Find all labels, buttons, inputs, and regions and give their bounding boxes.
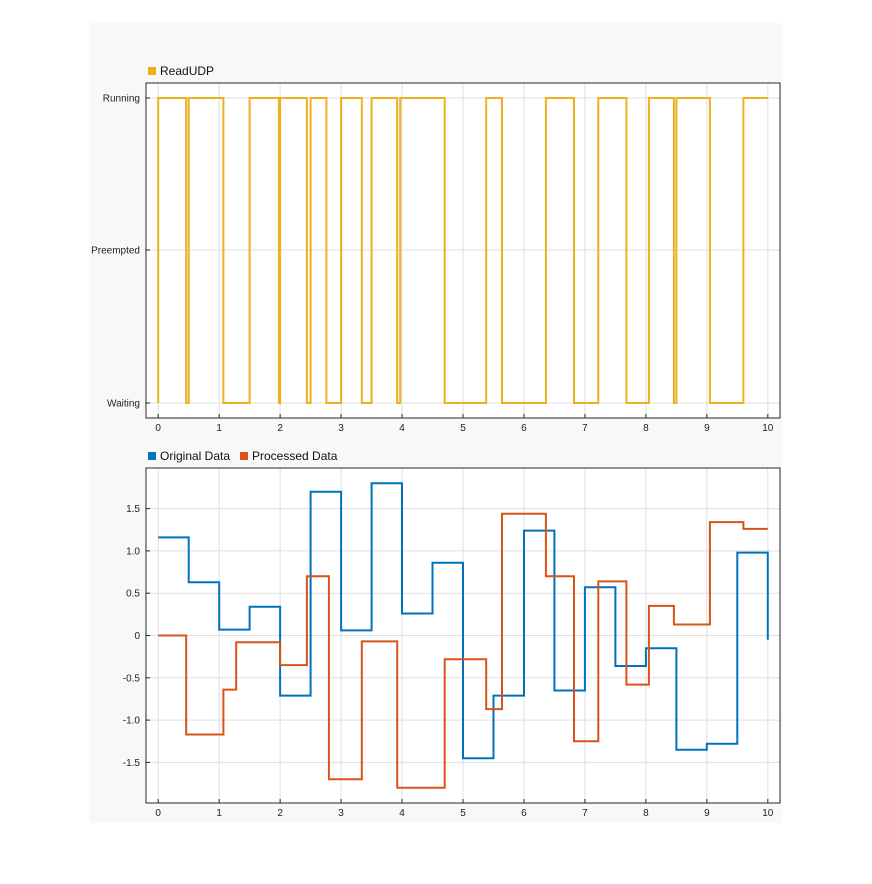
y-tick-label: 0.5 (126, 589, 140, 600)
x-tick-label: 9 (704, 808, 710, 819)
legend-label-readudp: ReadUDP (160, 64, 214, 78)
y-tick-label: Waiting (107, 399, 140, 410)
x-tick-label: 1 (216, 423, 222, 434)
y-tick-label: Running (103, 94, 140, 105)
x-tick-label: 6 (521, 423, 527, 434)
y-tick-label: -0.5 (123, 673, 141, 684)
x-tick-label: 10 (762, 423, 774, 434)
y-ticks-top: Waiting Preempted Running (91, 94, 150, 410)
series-line-original-data (158, 482, 769, 760)
plot-frame-bottom (145, 467, 781, 804)
legend-label-processed: Processed Data (252, 449, 338, 463)
legend-swatch-processed (240, 452, 248, 460)
x-tick-label: 7 (582, 808, 588, 819)
legend-data: Original Data Processed Data (148, 449, 338, 463)
y-tick-label: 1.5 (126, 504, 140, 515)
series-top (157, 97, 768, 404)
x-tick-label: 0 (155, 423, 161, 434)
y-tick-label: Preempted (91, 246, 140, 257)
x-ticks-top: 0 1 2 3 4 5 6 7 8 9 10 (155, 414, 774, 434)
readudp-chart: ReadUDP 0 1 2 3 4 5 6 7 8 9 10 Waiting Preempted Run… (91, 64, 781, 434)
x-tick-label: 9 (704, 423, 710, 434)
x-tick-label: 7 (582, 423, 588, 434)
series-line-processed-data (158, 512, 768, 789)
series-bottom (158, 482, 769, 789)
x-tick-label: 4 (399, 808, 405, 819)
x-tick-label: 2 (277, 423, 283, 434)
x-tick-label: 5 (460, 808, 466, 819)
plot-frame-top (145, 82, 781, 419)
legend-swatch-original (148, 452, 156, 460)
legend-readudp: ReadUDP (148, 64, 214, 78)
x-tick-label: 2 (277, 808, 283, 819)
x-tick-label: 5 (460, 423, 466, 434)
x-tick-label: 8 (643, 808, 649, 819)
x-tick-label: 3 (338, 423, 344, 434)
x-tick-label: 6 (521, 808, 527, 819)
x-tick-label: 4 (399, 423, 405, 434)
x-tick-label: 0 (155, 808, 161, 819)
y-ticks-bottom: 1.5 1.0 0.5 0 -0.5 -1.0 -1.5 (123, 504, 150, 769)
x-tick-label: 3 (338, 808, 344, 819)
y-tick-label: 0 (134, 631, 140, 642)
x-ticks-bottom: 0 1 2 3 4 5 6 7 8 9 10 (155, 799, 774, 819)
legend-swatch-readudp (148, 67, 156, 75)
data-chart: Original Data Processed Data 0 1 2 3 4 5 6 7 8 9 1… (123, 449, 781, 819)
y-tick-label: -1.0 (123, 716, 141, 727)
legend-label-original: Original Data (160, 449, 230, 463)
x-tick-label: 1 (216, 808, 222, 819)
x-tick-label: 8 (643, 423, 649, 434)
y-tick-label: 1.0 (126, 546, 140, 557)
series-line-readudp (157, 97, 768, 404)
y-tick-label: -1.5 (123, 758, 141, 769)
x-tick-label: 10 (762, 808, 774, 819)
